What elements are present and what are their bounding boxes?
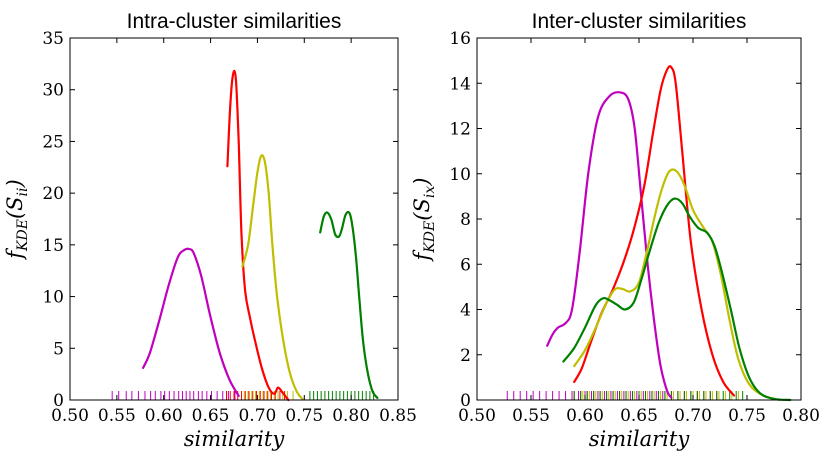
y-tick-label: 2 — [460, 346, 471, 366]
chart-inter-cluster: Inter-cluster similarities fKDE(Six) sim… — [410, 10, 820, 451]
x-tick-label: 0.75 — [728, 406, 766, 426]
y-tick-label: 8 — [460, 210, 471, 230]
chart-title: Inter-cluster similarities — [532, 10, 747, 33]
rug-group — [506, 391, 744, 400]
y-axis-label-sub: KDE — [422, 221, 438, 254]
y-tick-label: 10 — [449, 165, 471, 185]
x-axis-label: similarity — [184, 427, 286, 451]
y-tick-label: 10 — [42, 288, 64, 308]
x-tick-label: 0.50 — [458, 406, 496, 426]
y-axis-label-paren-close: ) — [3, 179, 27, 188]
y-tick-label: 16 — [449, 29, 471, 49]
y-axis-label-arg-sub: ii — [15, 187, 31, 196]
y-axis-label-arg: S — [3, 196, 27, 210]
x-tick-label: 0.55 — [512, 406, 550, 426]
y-tick-label: 30 — [42, 81, 64, 101]
x-axis-label: similarity — [589, 427, 691, 451]
y-tick-label: 12 — [449, 120, 471, 140]
y-tick-label: 6 — [460, 255, 471, 275]
y-tick-label: 5 — [53, 339, 64, 359]
x-tick-label: 0.65 — [620, 406, 658, 426]
y-axis-label-paren-open: ( — [3, 210, 27, 219]
y-axis-label-main: f — [410, 249, 434, 262]
plot-frame — [476, 37, 802, 401]
y-tick-label: 4 — [460, 301, 471, 321]
y-axis-label-arg: S — [410, 198, 434, 212]
y-axis-label-arg-sub: ix — [422, 186, 438, 198]
x-tick-label: 0.60 — [145, 406, 183, 426]
y-axis-label: fKDE(Sii) — [3, 179, 31, 260]
kde-line-red — [226, 69, 290, 402]
y-axis-label-main: f — [3, 248, 27, 261]
x-tick-label: 0.55 — [98, 406, 136, 426]
y-tick-label: 14 — [449, 74, 471, 94]
x-tick-label: 0.85 — [379, 406, 417, 426]
y-tick-label: 20 — [42, 184, 64, 204]
kde-line-magenta — [546, 91, 673, 399]
y-axis-label-paren-open: ( — [410, 212, 434, 221]
chart-title: Intra-cluster similarities — [127, 10, 342, 33]
x-tick-label: 0.70 — [674, 406, 712, 426]
kde-line-yellow — [573, 168, 781, 402]
y-tick-label: 0 — [53, 391, 64, 411]
rug-group — [111, 391, 375, 400]
kde-line-magenta — [142, 247, 240, 397]
x-tick-label: 0.60 — [566, 406, 604, 426]
x-tick-label: 0.70 — [238, 406, 276, 426]
kde-line-green — [562, 197, 792, 402]
x-tick-label: 0.65 — [192, 406, 230, 426]
y-tick-label: 0 — [460, 391, 471, 411]
kde-line-yellow — [241, 154, 304, 401]
y-axis-label: fKDE(Six) — [410, 178, 438, 263]
y-tick-label: 15 — [42, 236, 64, 256]
kde-line-green — [319, 210, 379, 399]
x-tick-label: 0.80 — [332, 406, 370, 426]
y-axis-label-paren-close: ) — [410, 178, 434, 187]
y-tick-label: 25 — [42, 132, 64, 152]
plot-frame — [69, 37, 399, 401]
x-tick-label: 0.75 — [285, 406, 323, 426]
x-tick-label: 0.80 — [782, 406, 820, 426]
y-axis-label-sub: KDE — [15, 219, 31, 252]
y-tick-label: 35 — [42, 29, 64, 49]
chart-intra-cluster: Intra-cluster similarities fKDE(Sii) sim… — [3, 10, 417, 451]
x-tick-label: 0.50 — [51, 406, 89, 426]
